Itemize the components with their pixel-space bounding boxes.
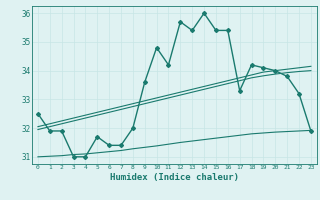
X-axis label: Humidex (Indice chaleur): Humidex (Indice chaleur) <box>110 173 239 182</box>
